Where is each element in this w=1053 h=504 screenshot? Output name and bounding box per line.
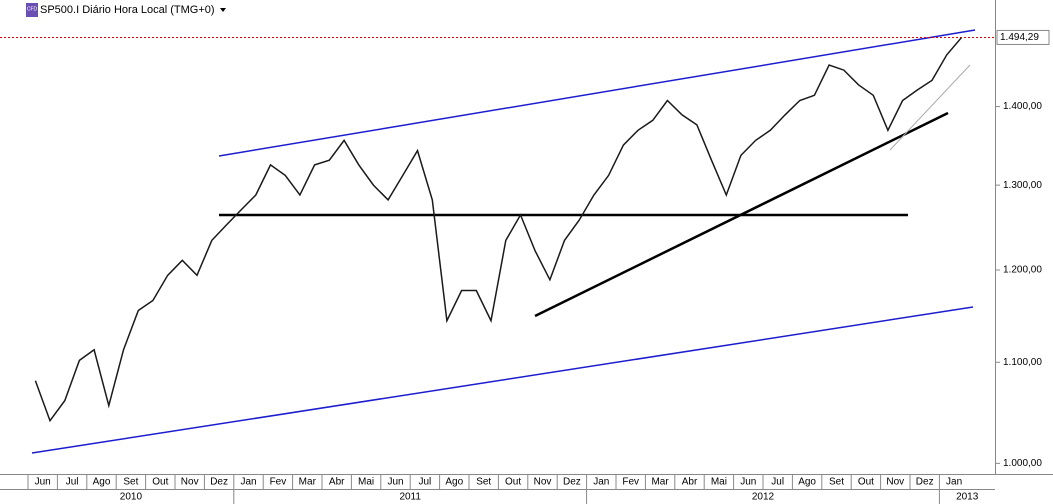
x-tick-label: Jun: [35, 477, 51, 488]
x-tick-label: Jun: [740, 477, 756, 488]
x-tick-label: Out: [858, 477, 874, 488]
x-tick-label: Nov: [886, 477, 904, 488]
x-tick-label: Fev: [270, 477, 287, 488]
last-price-label: 1.494,29: [1000, 32, 1039, 43]
x-tick-label: Mar: [299, 477, 317, 488]
trend-line: [534, 111, 949, 318]
x-tick-label: Jul: [771, 477, 784, 488]
y-tick-label: 1.100,00: [1003, 357, 1042, 368]
short-trend-line: [889, 64, 971, 151]
x-tick-label: Out: [152, 477, 168, 488]
x-tick-label: Set: [829, 477, 844, 488]
x-tick-label: Mai: [358, 477, 374, 488]
symbol-icon-text: CFD: [27, 6, 38, 12]
lower-channel-line: [31, 306, 974, 454]
year-label: 2011: [399, 492, 421, 503]
x-tick-label: Ago: [445, 477, 463, 488]
symbol-title[interactable]: SP500.I Diário Hora Local (TMG+0): [40, 4, 215, 16]
price-line: [34, 37, 962, 423]
x-tick-label: Ago: [798, 477, 816, 488]
x-tick-label: Jan: [593, 477, 609, 488]
x-tick-label: Nov: [534, 477, 552, 488]
symbol-dropdown[interactable]: [220, 8, 226, 12]
last-price-box: [996, 29, 1050, 45]
x-tick-label: Mai: [711, 477, 727, 488]
x-tick-label: Jan: [946, 477, 962, 488]
x-tick-label: Fev: [622, 477, 639, 488]
x-tick-label: Mar: [651, 477, 669, 488]
x-tick-label: Set: [123, 477, 138, 488]
y-tick-label: 1.300,00: [1003, 180, 1042, 191]
x-tick-label: Nov: [181, 477, 199, 488]
y-tick-label: 1.200,00: [1003, 265, 1042, 276]
symbol-icon[interactable]: [26, 3, 38, 17]
year-label: 2010: [120, 492, 143, 503]
x-tick-label: Jul: [419, 477, 432, 488]
y-tick-label: 1.000,00: [1003, 458, 1042, 469]
x-tick-label: Dez: [916, 477, 934, 488]
x-tick-label: Jan: [240, 477, 256, 488]
x-tick-label: Jul: [66, 477, 79, 488]
x-tick-label: Abr: [682, 477, 698, 488]
x-tick-label: Dez: [210, 477, 228, 488]
upper-channel-line: [218, 29, 976, 157]
year-label: 2012: [752, 492, 775, 503]
year-label: 2013: [956, 492, 979, 503]
y-tick-label: 1.400,00: [1003, 101, 1042, 112]
x-tick-label: Out: [505, 477, 521, 488]
x-tick-label: Abr: [329, 477, 345, 488]
x-tick-label: Ago: [93, 477, 111, 488]
x-tick-label: Jun: [387, 477, 403, 488]
x-tick-label: Set: [476, 477, 491, 488]
x-tick-label: Dez: [563, 477, 581, 488]
